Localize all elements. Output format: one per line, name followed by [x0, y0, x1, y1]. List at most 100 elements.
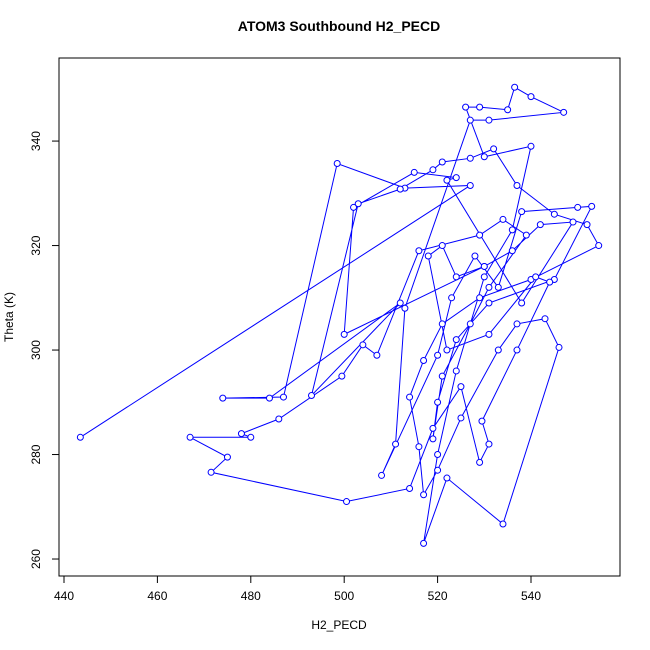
data-point: [536, 221, 544, 229]
data-point: [429, 424, 437, 432]
data-point: [392, 440, 400, 448]
data-point: [513, 346, 521, 354]
data-point: [429, 166, 437, 174]
data-point: [415, 247, 423, 255]
data-point: [569, 218, 577, 226]
data-point: [354, 200, 362, 208]
data-point: [546, 278, 554, 286]
data-point: [494, 346, 502, 354]
data-point: [434, 451, 442, 459]
data-point: [76, 433, 84, 441]
data-point: [237, 430, 245, 438]
data-point: [247, 433, 255, 441]
data-point: [429, 435, 437, 443]
data-point: [420, 356, 428, 364]
data-point: [550, 210, 558, 218]
data-point: [588, 202, 596, 210]
data-point: [466, 154, 474, 162]
data-point: [513, 181, 521, 189]
data-point: [583, 221, 591, 229]
data-line: [80, 86, 600, 544]
y-tick-label: 300: [29, 340, 43, 360]
data-point: [333, 160, 341, 168]
data-point: [343, 498, 351, 506]
data-point: [420, 491, 428, 499]
data-point: [478, 417, 486, 425]
y-tick-label: 280: [29, 444, 43, 464]
data-point: [438, 320, 446, 328]
data-point: [424, 252, 432, 260]
y-tick-label: 340: [29, 131, 43, 151]
data-point: [508, 226, 516, 234]
data-point: [532, 273, 540, 281]
data-point: [275, 415, 283, 423]
data-point: [359, 341, 367, 349]
data-point: [452, 336, 460, 344]
x-tick-label: 540: [521, 589, 541, 603]
data-point: [350, 203, 358, 211]
data-point: [476, 294, 484, 302]
data-point: [485, 116, 493, 124]
data-point: [541, 315, 549, 323]
data-point: [480, 262, 488, 270]
data-point: [396, 299, 404, 307]
data-point: [448, 294, 456, 302]
x-tick-label: 500: [334, 589, 354, 603]
data-point: [443, 176, 451, 184]
data-point: [527, 142, 535, 150]
data-point: [466, 181, 474, 189]
data-point: [457, 414, 465, 422]
data-point: [494, 283, 502, 291]
chart-title: ATOM3 Southbound H2_PECD: [238, 18, 440, 34]
x-tick-label: 480: [241, 589, 261, 603]
data-point: [406, 393, 414, 401]
data-point: [522, 231, 530, 239]
data-point: [574, 203, 582, 211]
data-point: [485, 299, 493, 307]
data-point: [410, 168, 418, 176]
data-point: [219, 394, 227, 402]
data-point: [434, 398, 442, 406]
data-point: [476, 231, 484, 239]
data-point: [471, 252, 479, 260]
data-point: [518, 208, 526, 216]
x-tick-label: 440: [54, 589, 74, 603]
data-point: [420, 539, 428, 547]
data-point: [504, 106, 512, 114]
data-point: [308, 391, 316, 399]
data-point: [457, 383, 465, 391]
data-point: [595, 242, 603, 250]
x-axis-label: H2_PECD: [311, 618, 367, 632]
data-point: [396, 185, 404, 193]
data-point: [508, 247, 516, 255]
y-axis-label: Theta (K): [2, 292, 16, 342]
data-point: [223, 453, 231, 461]
data-point: [406, 484, 414, 492]
data-point: [499, 520, 507, 528]
data-point: [438, 242, 446, 250]
x-tick-label: 520: [428, 589, 448, 603]
data-point: [462, 103, 470, 111]
y-tick-label: 260: [29, 549, 43, 569]
data-point: [485, 330, 493, 338]
data-point: [485, 283, 493, 291]
data-point: [373, 351, 381, 359]
data-point: [480, 153, 488, 161]
data-point: [476, 103, 484, 111]
data-point: [480, 273, 488, 281]
data-point: [443, 346, 451, 354]
data-point: [513, 320, 521, 328]
data-point: [434, 351, 442, 359]
x-tick-label: 460: [147, 589, 167, 603]
data-point: [338, 372, 346, 380]
data-point: [340, 330, 348, 338]
data-point: [443, 474, 451, 482]
data-point: [452, 174, 460, 182]
data-point: [555, 343, 563, 351]
y-tick-label: 320: [29, 235, 43, 255]
data-point: [434, 466, 442, 474]
data-point: [485, 440, 493, 448]
data-point: [265, 394, 273, 402]
data-point: [466, 116, 474, 124]
